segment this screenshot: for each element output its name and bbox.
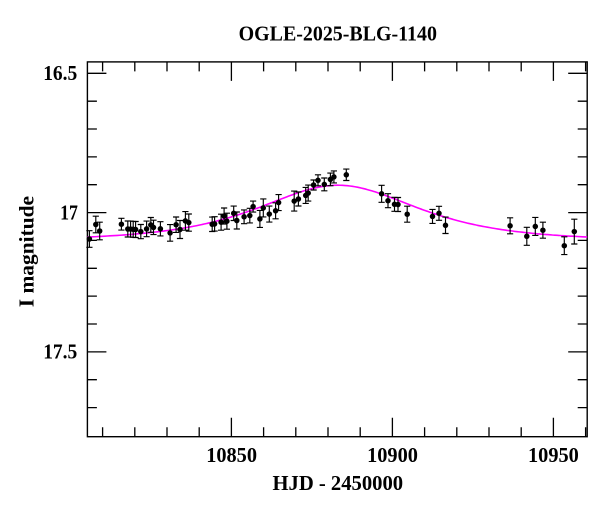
svg-text:10900: 10900 xyxy=(367,443,418,467)
svg-text:17.5: 17.5 xyxy=(43,340,77,364)
svg-text:I magnitude: I magnitude xyxy=(15,196,39,307)
svg-text:10850: 10850 xyxy=(206,443,257,467)
svg-text:10950: 10950 xyxy=(528,443,579,467)
svg-text:17: 17 xyxy=(60,200,78,224)
svg-text:16.5: 16.5 xyxy=(43,61,77,85)
svg-text:HJD - 2450000: HJD - 2450000 xyxy=(273,471,404,495)
svg-text:OGLE-2025-BLG-1140: OGLE-2025-BLG-1140 xyxy=(239,22,437,46)
